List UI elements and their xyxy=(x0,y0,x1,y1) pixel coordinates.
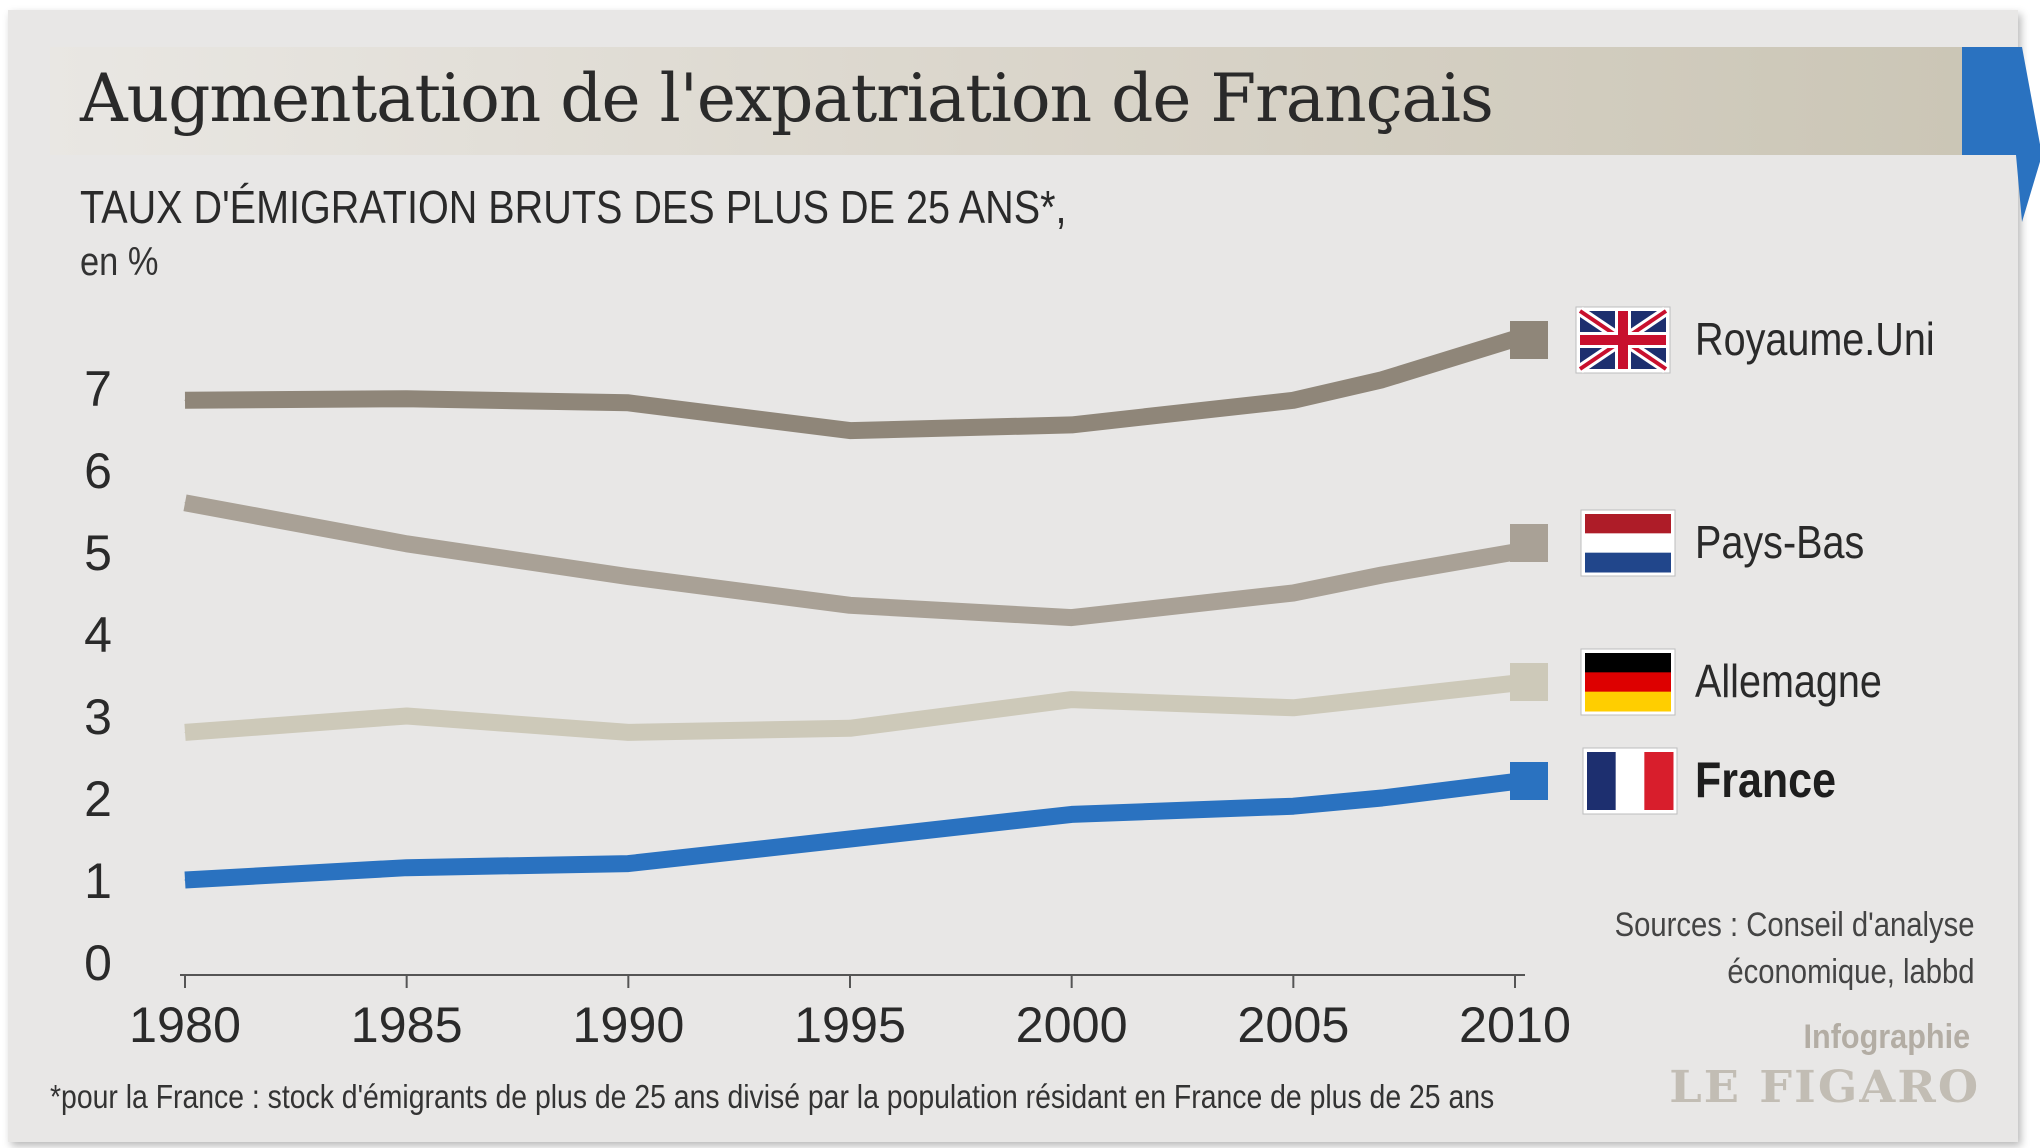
legend-label: Allemagne xyxy=(1695,655,1882,707)
series-line-uk xyxy=(184,330,1518,440)
data-point xyxy=(849,727,851,729)
chart-title: Augmentation de l'expatriation de França… xyxy=(80,60,1494,137)
x-tick-label: 2000 xyxy=(1016,997,1128,1053)
series-layer xyxy=(183,330,1518,889)
data-point xyxy=(406,715,408,717)
y-tick-label: 2 xyxy=(84,771,112,827)
data-point xyxy=(406,867,408,869)
x-tick-label: 1995 xyxy=(794,997,906,1053)
legend-label: Pays-Bas xyxy=(1695,516,1865,568)
x-tick-label: 2010 xyxy=(1459,997,1571,1053)
infographic-card xyxy=(8,10,2018,1142)
data-point xyxy=(1071,424,1073,426)
y-tick-label: 3 xyxy=(84,689,112,745)
y-tick-label: 5 xyxy=(84,525,112,581)
germany-flag-icon xyxy=(1580,648,1676,716)
legend-marker xyxy=(1510,663,1548,701)
legend-marker xyxy=(1510,762,1548,800)
uk-flag-icon xyxy=(1575,306,1671,374)
legend-flags xyxy=(1575,306,1678,815)
data-point xyxy=(1292,592,1294,594)
legend-marker xyxy=(1510,321,1548,359)
data-point xyxy=(1071,813,1073,815)
x-tick-label: 1980 xyxy=(129,997,241,1053)
legend-label: France xyxy=(1695,752,1837,808)
data-point xyxy=(1071,617,1073,619)
data-point xyxy=(1292,399,1294,401)
y-tick-label: 1 xyxy=(84,853,112,909)
legend-markers xyxy=(1510,321,1548,800)
series-line-germany xyxy=(184,674,1516,741)
le-figaro-logo: LE FIGARO xyxy=(1668,1062,1980,1113)
data-point xyxy=(1071,699,1073,701)
legend-label: Royaume.Uni xyxy=(1695,313,1935,365)
y-tick-label: 6 xyxy=(84,443,112,499)
data-point xyxy=(849,430,851,432)
accent-ribbon xyxy=(1962,47,2040,222)
data-point xyxy=(1381,797,1383,799)
title-band xyxy=(50,47,1962,155)
series-line-netherlands xyxy=(183,494,1517,627)
data-point xyxy=(406,398,408,400)
y-tick-label: 0 xyxy=(84,935,112,991)
chart-subtitle: TAUX D'ÉMIGRATION BRUTS DES PLUS DE 25 A… xyxy=(80,181,1067,233)
axis-layer: 1980 1985 1990 1995 2000 2005 2010 0 1 2 3 4 5 6 7 xyxy=(84,361,1571,1053)
netherlands-flag-icon xyxy=(1580,509,1676,577)
data-point xyxy=(184,399,186,401)
y-tick-label: 4 xyxy=(84,607,112,663)
data-point xyxy=(1292,707,1294,709)
source-line-1: Sources : Conseil d'analyse xyxy=(1614,906,1974,944)
legend-marker xyxy=(1510,524,1548,562)
france-flag-icon xyxy=(1582,747,1678,815)
x-tick-label: 1990 xyxy=(572,997,684,1053)
data-point xyxy=(184,731,186,733)
data-point xyxy=(184,879,186,881)
y-axis-unit: en % xyxy=(80,240,159,284)
data-point xyxy=(849,604,851,606)
data-point xyxy=(627,402,629,404)
data-point xyxy=(627,576,629,578)
data-point xyxy=(1381,697,1383,699)
data-point xyxy=(406,543,408,545)
source-line-2: économique, labbd xyxy=(1726,953,1974,991)
x-tick-label: 1985 xyxy=(351,997,463,1053)
data-point xyxy=(627,731,629,733)
data-point xyxy=(1292,805,1294,807)
data-point xyxy=(1381,379,1383,381)
x-tick-label: 2005 xyxy=(1237,997,1349,1053)
footnote: *pour la France : stock d'émigrants de p… xyxy=(50,1078,1495,1115)
data-point xyxy=(184,502,186,504)
source-note: Sources : Conseil d'analyse économique, … xyxy=(1614,902,1974,996)
data-point xyxy=(627,863,629,865)
y-tick-label: 7 xyxy=(84,361,112,417)
data-point xyxy=(849,838,851,840)
series-line-france xyxy=(184,773,1517,889)
data-point xyxy=(1381,574,1383,576)
credit-label: Infographie xyxy=(1803,1018,1970,1056)
